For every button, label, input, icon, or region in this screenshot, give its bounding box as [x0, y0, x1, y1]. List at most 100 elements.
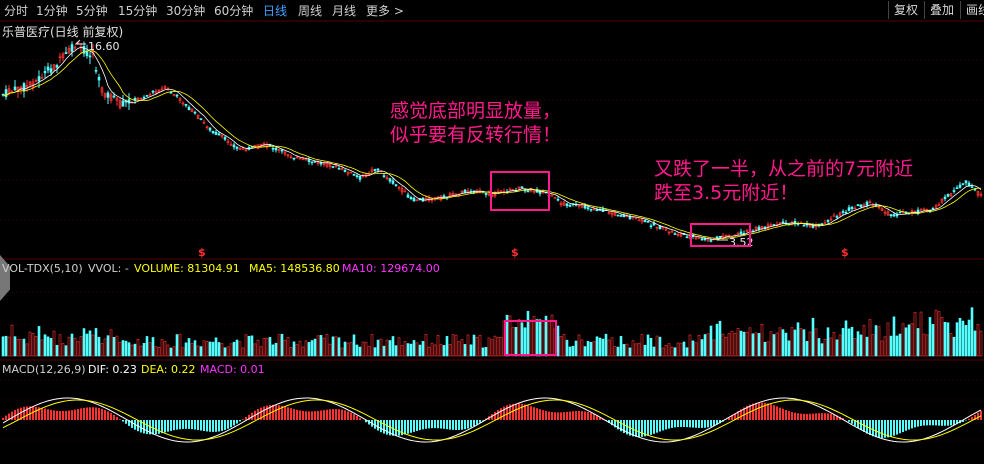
- volume-bar: [961, 320, 965, 357]
- volume-bar: [442, 345, 446, 357]
- period-5min-tab[interactable]: 5分钟: [76, 4, 108, 18]
- vol-indicator-name[interactable]: VOL-TDX(5,10): [2, 262, 83, 275]
- volume-bar: [61, 343, 65, 357]
- volume-bar: [370, 334, 374, 357]
- halving-annotation: 又跌了一半，从之前的7元附近 跌至3.5元附近！: [654, 157, 913, 205]
- volume-bar: [157, 346, 161, 357]
- more-periods-menu[interactable]: 更多 >: [366, 4, 404, 18]
- volume-bar: [34, 335, 38, 357]
- candle-body: [643, 219, 647, 223]
- draw-line-button[interactable]: 画线: [960, 1, 984, 19]
- candle-body: [628, 215, 632, 220]
- volume-bar: [691, 340, 695, 357]
- candle-body: [940, 199, 944, 203]
- macd-indicator-name[interactable]: MACD(12,26,9): [2, 363, 86, 376]
- volume-bar: [811, 317, 815, 357]
- candle-body: [232, 144, 236, 148]
- bottom-volume-annotation: 感觉底部明显放量， 似乎要有反转行情！: [390, 99, 561, 147]
- volume-bar: [400, 345, 404, 357]
- volume-bar: [514, 327, 518, 357]
- candle-body: [148, 93, 152, 96]
- macd-dif-line: [2, 397, 982, 443]
- candle-body: [217, 133, 221, 136]
- volume-bar: [703, 334, 707, 357]
- candle-body: [22, 83, 26, 92]
- candle-body: [319, 162, 323, 165]
- candle-body: [226, 140, 230, 143]
- volume-bar: [532, 316, 536, 357]
- volume-bar: [472, 334, 476, 357]
- volume-bar: [766, 341, 770, 357]
- dividend-marker-3[interactable]: $: [841, 246, 849, 259]
- volume-bar: [118, 341, 122, 357]
- volume-bar: [208, 341, 212, 357]
- side-panel-toggle[interactable]: [0, 255, 10, 301]
- volume-bar: [181, 347, 185, 357]
- overlay-button[interactable]: 叠加: [924, 1, 959, 19]
- volume-bar: [898, 333, 902, 357]
- volume-bar: [241, 347, 245, 357]
- adjust-rights-button[interactable]: 复权: [888, 1, 923, 19]
- period-60min-tab[interactable]: 60分钟: [214, 4, 254, 18]
- volume-bar: [664, 345, 668, 357]
- volume-bar: [640, 334, 644, 357]
- volume-bar: [205, 341, 209, 357]
- volume-bar: [28, 331, 32, 357]
- candle-body: [28, 81, 32, 86]
- volume-bar: [412, 340, 416, 357]
- dividend-marker-2[interactable]: $: [511, 246, 519, 259]
- period-15min-tab[interactable]: 15分钟: [118, 4, 158, 18]
- volume-bar: [904, 327, 908, 357]
- candle-body: [619, 215, 623, 217]
- candle-body: [388, 178, 392, 182]
- candle-body: [340, 168, 344, 170]
- candle-body: [13, 86, 17, 91]
- candle-body: [922, 208, 926, 211]
- period-1min-tab[interactable]: 1分钟: [36, 4, 68, 18]
- volume-bar: [694, 342, 698, 357]
- volume-bar: [763, 341, 767, 357]
- candle-body: [151, 90, 155, 93]
- candle-body: [844, 211, 848, 214]
- volume-bar: [409, 343, 413, 357]
- period-30min-tab[interactable]: 30分钟: [166, 4, 206, 18]
- volume-bar: [562, 333, 566, 357]
- candle-body: [235, 146, 239, 149]
- annotation-line: 跌至3.5元附近！: [654, 182, 799, 204]
- volume-bar: [475, 336, 479, 357]
- candle-body: [220, 135, 224, 137]
- period-weekly-tab[interactable]: 周线: [298, 4, 323, 18]
- period-daily-tab[interactable]: 日线: [263, 4, 288, 18]
- candle-body: [694, 236, 698, 240]
- volume-bar: [52, 330, 56, 357]
- candle-body: [838, 212, 842, 217]
- volume-bar: [259, 346, 263, 357]
- volume-bar: [826, 327, 830, 357]
- volume-bar: [439, 344, 443, 357]
- volume-bar: [151, 337, 155, 357]
- volume-bar: [877, 326, 881, 357]
- period-minute-tab[interactable]: 分时: [4, 4, 29, 18]
- volume-bar: [859, 334, 863, 357]
- volume-bar: [271, 344, 275, 357]
- volume-bar: [916, 328, 920, 357]
- volume-bar: [814, 328, 818, 357]
- period-monthly-tab[interactable]: 月线: [332, 4, 357, 18]
- volume-bar: [391, 336, 395, 357]
- candle-body: [778, 222, 782, 224]
- volume-bar: [421, 341, 425, 357]
- volume-bar: [949, 333, 953, 357]
- candle-body: [295, 156, 299, 159]
- dividend-marker-1[interactable]: $: [198, 246, 206, 259]
- volume-bar: [262, 337, 266, 357]
- volume-bar: [658, 336, 662, 357]
- candle-body: [346, 172, 350, 175]
- candle-body: [64, 52, 68, 54]
- candle-body: [964, 180, 968, 184]
- candle-body: [934, 205, 938, 208]
- candle-body: [334, 165, 338, 167]
- candle-body: [196, 115, 200, 120]
- macd-histogram-value: MACD: 0.01: [200, 363, 265, 376]
- volume-bar: [736, 328, 740, 357]
